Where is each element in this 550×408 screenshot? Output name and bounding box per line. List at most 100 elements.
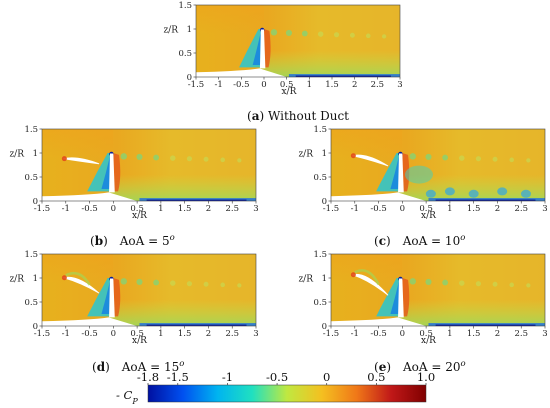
y-tick-label: 1.5: [24, 125, 38, 135]
x-tick-label: 0.5: [419, 329, 433, 339]
y-axis-label: z/R: [298, 274, 313, 284]
y-axis-label: z/R: [298, 149, 313, 159]
tip-vortex-6: [349, 32, 355, 38]
wake-vortex-5: [520, 189, 531, 198]
tip-vortex-4: [459, 280, 465, 286]
axis-low-pressure-core: [435, 324, 536, 326]
x-axis: -1.5 -1 -0.5 0 0.5 1 1.5 2 2.5 3: [34, 201, 259, 214]
wake-low-pressure-band: [259, 50, 400, 77]
x-tick-label: 1: [307, 80, 312, 90]
x-tick-label: 1: [447, 329, 452, 339]
tip-vortex-3: [153, 154, 160, 161]
x-tick-label: -0.5: [81, 329, 97, 339]
caption-text: AoA = 5: [119, 234, 170, 248]
x-tick-label: -1.5: [323, 204, 339, 214]
x-tick-label: 0.5: [130, 329, 144, 339]
tip-vortex-8: [381, 34, 387, 39]
x-tick-label: -0.5: [370, 204, 386, 214]
panel-d: -1.5 -1 -0.5 0 0.5 1 1.5 2 2.5 3 0 0.5 1 1.5 x/R z/R: [9, 250, 258, 346]
x-tick-label: -1.5: [188, 80, 204, 90]
rotor-pressure-region: [113, 153, 121, 192]
rotor-blade: [398, 278, 404, 318]
x-tick-label: -1.5: [323, 329, 339, 339]
x-axis-label: x/R: [421, 211, 436, 221]
tip-vortex-2: [425, 278, 432, 285]
field-upstream-band: [331, 129, 403, 158]
axis-low-pressure-core: [146, 324, 247, 326]
colorbar-tick-label: -1: [222, 370, 233, 384]
x-tick-label: 2.5: [371, 80, 385, 90]
caption-a: (a) Without Duct: [247, 109, 349, 123]
axis-low-pressure-core: [146, 199, 247, 201]
caption-open: (: [92, 360, 97, 374]
rotor-blade: [398, 153, 404, 193]
caption-open: (: [374, 360, 379, 374]
wake-vortex-4: [497, 187, 508, 196]
tip-vortex-8: [237, 158, 242, 163]
tip-vortex-6: [203, 281, 209, 287]
x-tick-label: -1.5: [34, 329, 50, 339]
caption-letter: b: [95, 234, 103, 248]
panel-b: -1.5 -1 -0.5 0 0.5 1 1.5 2 2.5 3 0 0.5 1 1.5 x/R z/R: [9, 125, 258, 221]
contour-field: [331, 254, 545, 326]
caption-letter: c: [379, 234, 386, 248]
x-tick-label: 0: [261, 80, 266, 90]
y-tick-label: 1.5: [313, 125, 327, 135]
panel-captions: (a) Without Duct(b) AoA = 5o (c) AoA = 10o(…: [90, 109, 466, 374]
colorbar-tick-label: -1.5: [167, 370, 189, 384]
x-tick-label: 0.5: [419, 204, 433, 214]
y-tick-label: 0.5: [24, 298, 38, 308]
y-tick-label: 0.5: [313, 298, 327, 308]
y-tick-label: 0.5: [24, 173, 38, 183]
x-axis-label: x/R: [132, 211, 147, 221]
tip-vortex-3: [153, 279, 160, 286]
wake-vortex-3: [468, 189, 479, 198]
y-tick-label: 1.5: [24, 250, 38, 260]
x-tick-label: 2: [495, 329, 500, 339]
caption-text: AoA = 15: [121, 360, 180, 374]
wake-shear-region: [404, 165, 433, 184]
y-tick-label: 1: [33, 274, 38, 284]
x-tick-label: 1.5: [467, 204, 481, 214]
x-tick-label: 1.5: [467, 329, 481, 339]
hub-body: [331, 192, 427, 201]
colorbar-tick-label: 1.0: [417, 370, 435, 384]
contour-field: [331, 129, 545, 201]
x-tick-label: -0.5: [81, 204, 97, 214]
rotor-pressure-region: [264, 29, 271, 68]
panel-e: -1.5 -1 -0.5 0 0.5 1 1.5 2 2.5 3 0 0.5 1 1.5 x/R z/R: [298, 250, 547, 346]
tip-vortex-7: [220, 157, 226, 163]
y-tick-label: 0: [322, 322, 327, 332]
caption-close: ): [259, 109, 264, 123]
tip-vortex-5: [475, 281, 482, 287]
wake-low-pressure-band: [108, 174, 256, 201]
caption-b: (b) AoA = 5o: [90, 233, 175, 248]
y-axis-label: z/R: [163, 25, 178, 35]
rotor-blade: [109, 153, 115, 193]
caption-text: Without Duct: [264, 109, 349, 123]
hub-body: [42, 317, 138, 326]
wake-low-pressure-band: [108, 299, 256, 326]
x-axis-label: x/R: [132, 336, 147, 346]
tip-vortex-5: [333, 32, 340, 38]
tip-vortex-5: [475, 156, 482, 162]
tip-vortex-6: [492, 156, 498, 162]
duct-airfoil: [63, 157, 100, 165]
hub-body: [42, 192, 138, 201]
y-axis-label: z/R: [9, 149, 24, 159]
contour-field: [196, 5, 400, 77]
field-upstream-band: [42, 254, 114, 283]
x-tick-label: -1: [351, 329, 359, 339]
x-tick-label: 2: [352, 80, 357, 90]
tip-vortex-6: [492, 281, 498, 287]
rotor-blade: [259, 29, 266, 69]
y-axis: 0 0.5 1 1.5: [313, 250, 331, 332]
x-tick-label: 2.5: [514, 329, 528, 339]
caption-degree: o: [461, 359, 466, 369]
panel-c: -1.5 -1 -0.5 0 0.5 1 1.5 2 2.5 3 0 0.5 1 1.5 x/R z/R: [298, 125, 547, 221]
x-axis: -1.5 -1 -0.5 0 0.5 1 1.5 2 2.5 3: [323, 326, 548, 339]
rotor-pressure-region: [402, 278, 410, 317]
y-tick-label: 0: [33, 197, 38, 207]
wake-vortex-2: [444, 187, 455, 196]
